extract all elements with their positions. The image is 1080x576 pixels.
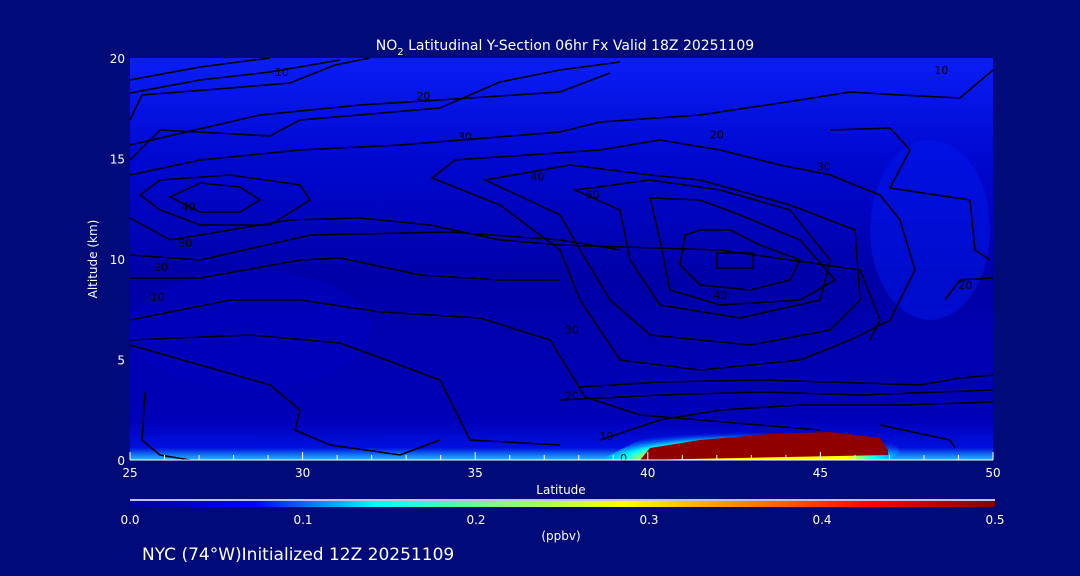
plot-area — [130, 58, 993, 460]
y-tick-label: 5 — [117, 354, 125, 368]
contour-line — [482, 164, 861, 346]
contour-label: 30 — [565, 323, 579, 336]
plume-peak — [640, 432, 888, 460]
contour-line — [559, 389, 994, 401]
contour-line — [679, 229, 802, 291]
contour-line — [129, 217, 881, 341]
x-tick-label: 25 — [122, 466, 137, 480]
contour-line — [579, 374, 994, 388]
contour-line — [129, 57, 271, 81]
field-patch — [870, 140, 990, 320]
contour-line — [129, 61, 621, 161]
contour-line — [879, 424, 956, 449]
x-tick-label: 45 — [813, 466, 828, 480]
contour-line — [129, 72, 611, 146]
y-tick-label: 0 — [117, 454, 125, 468]
contours — [129, 57, 994, 461]
colorbar-ticks: 0.0 0.1 0.2 0.3 0.4 0.5 — [120, 513, 1004, 527]
contour-label: 40 — [182, 201, 196, 214]
x-tick-label: 30 — [295, 466, 310, 480]
chart-title: NO2 Latitudinal Y-Section 06hr Fx Valid … — [376, 38, 754, 58]
colorbar-tick-label: 0.2 — [466, 513, 485, 527]
contour-line — [130, 257, 560, 281]
field-patch — [130, 270, 370, 390]
contour-line — [829, 127, 991, 261]
y-axis-label: Altitude (km) — [86, 220, 100, 299]
contour-label: 20 — [154, 261, 168, 274]
x-tick-label: 40 — [640, 466, 655, 480]
contour-line — [572, 179, 831, 319]
contour-label: 40 — [713, 289, 727, 302]
contour-label: 0 — [620, 452, 627, 465]
contour-line — [168, 182, 262, 213]
contour-label: 30 — [458, 130, 472, 143]
colorbar-tick-label: 0.0 — [120, 513, 139, 527]
contour-line — [138, 174, 312, 226]
contour-label: 40 — [530, 171, 544, 184]
colorbar-label: (ppbv) — [541, 529, 580, 543]
footer-info: NYC (74°W)Initialized 12Z 20251109 — [142, 545, 454, 565]
contour-label: 20 — [565, 390, 579, 403]
contour-label: 20 — [958, 279, 972, 292]
contour-label: 10 — [275, 66, 289, 79]
contour-label: 50 — [586, 189, 600, 202]
y-tick-label: 10 — [110, 253, 125, 267]
colorbar — [130, 501, 995, 507]
colorbar-tick-label: 0.3 — [639, 513, 658, 527]
contour-line — [649, 197, 837, 306]
contour-line — [944, 277, 994, 301]
contour-line — [129, 344, 441, 456]
y-axis: 0 5 10 15 20 — [110, 52, 125, 468]
y-tick-label: 20 — [110, 52, 125, 66]
contour-line — [141, 391, 191, 461]
contour-line — [599, 401, 994, 441]
x-tick-label: 35 — [468, 466, 483, 480]
colorbar-tick-label: 0.5 — [985, 513, 1004, 527]
contour-label: 20 — [416, 90, 430, 103]
y-tick-label: 15 — [110, 153, 125, 167]
x-tick-label: 50 — [985, 466, 1000, 480]
x-axis: 25 30 35 40 45 50 — [122, 452, 1001, 480]
contour-line — [129, 69, 994, 176]
contour-line — [129, 231, 621, 261]
contour-line — [129, 57, 371, 121]
contour-label: 30 — [817, 161, 831, 174]
colorbar-tick-label: 0.4 — [812, 513, 831, 527]
contour-line — [716, 252, 754, 269]
contour-label: 20 — [710, 128, 724, 141]
contour-line — [129, 299, 821, 431]
contour-line — [129, 59, 341, 94]
contour-label: 10 — [599, 430, 613, 443]
contour-line — [129, 334, 561, 446]
contour-label: 30 — [178, 237, 192, 250]
contour-labels: 10 20 30 40 30 20 10 10 20 30 40 50 40 30 20 20 10 0 — [151, 64, 973, 465]
contour-label: 10 — [151, 291, 165, 304]
contour-line — [430, 139, 916, 371]
colorbar-tick-label: 0.1 — [293, 513, 312, 527]
contour-label: 10 — [934, 64, 948, 77]
x-axis-label: Latitude — [536, 483, 585, 497]
